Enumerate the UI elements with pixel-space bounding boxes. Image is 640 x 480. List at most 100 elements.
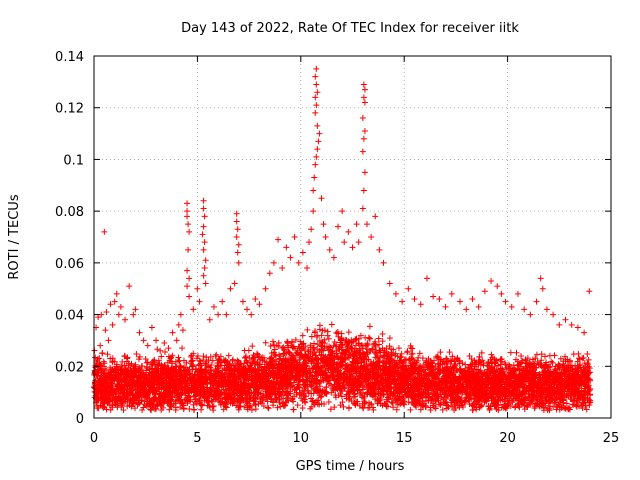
- data-point: [528, 369, 535, 376]
- data-point: [366, 323, 373, 330]
- data-point: [139, 363, 146, 370]
- data-point: [479, 357, 486, 364]
- data-point: [308, 372, 315, 379]
- data-point: [307, 405, 314, 412]
- data-point: [352, 376, 359, 383]
- data-point: [408, 399, 415, 406]
- data-point: [316, 337, 323, 344]
- data-point: [299, 404, 306, 411]
- data-point: [404, 348, 411, 355]
- data-point: [325, 335, 332, 342]
- data-point: [214, 384, 221, 391]
- data-point: [584, 361, 591, 368]
- data-points: [91, 65, 594, 414]
- data-point: [396, 389, 403, 396]
- data-point: [243, 391, 250, 398]
- data-point: [434, 391, 441, 398]
- data-point: [386, 335, 393, 342]
- data-point: [240, 380, 247, 387]
- data-point: [267, 379, 274, 386]
- data-point: [437, 401, 444, 408]
- data-point: [375, 335, 382, 342]
- data-point: [249, 367, 256, 374]
- data-point: [106, 391, 113, 398]
- data-point: [466, 352, 473, 359]
- grid-lines: [94, 56, 611, 418]
- data-point: [313, 397, 320, 404]
- data-point: [352, 336, 359, 343]
- data-point: [357, 332, 364, 339]
- data-point: [184, 393, 191, 400]
- data-point: [331, 404, 338, 411]
- data-point: [271, 387, 278, 394]
- data-point: [283, 390, 290, 397]
- data-point: [314, 341, 321, 348]
- data-point: [507, 365, 514, 372]
- data-point: [299, 397, 306, 404]
- data-point: [308, 378, 315, 385]
- data-point: [538, 401, 545, 408]
- data-point: [533, 351, 540, 358]
- data-point: [305, 388, 312, 395]
- data-point: [326, 343, 333, 350]
- data-point: [140, 404, 147, 411]
- data-point: [477, 361, 484, 368]
- data-point: [439, 406, 446, 413]
- data-point: [220, 357, 227, 364]
- data-point: [296, 391, 303, 398]
- data-point: [388, 390, 395, 397]
- data-point: [113, 387, 120, 394]
- data-point: [436, 369, 443, 376]
- data-point: [204, 402, 211, 409]
- data-point: [553, 393, 560, 400]
- data-point: [497, 397, 504, 404]
- data-point: [337, 402, 344, 409]
- data-point: [331, 339, 338, 346]
- data-point: [386, 343, 393, 350]
- data-point: [454, 402, 461, 409]
- data-point: [390, 404, 397, 411]
- data-point: [262, 339, 269, 346]
- data-point: [322, 390, 329, 397]
- data-point: [379, 338, 386, 345]
- data-point: [228, 382, 235, 389]
- data-point: [575, 350, 582, 357]
- data-point: [370, 406, 377, 413]
- data-point: [416, 350, 423, 357]
- data-point: [241, 403, 248, 410]
- data-point: [158, 361, 165, 368]
- data-point: [488, 385, 495, 392]
- data-point: [351, 384, 358, 391]
- data-point: [124, 403, 131, 410]
- data-point: [206, 387, 213, 394]
- data-point: [207, 353, 214, 360]
- data-point: [201, 368, 208, 375]
- data-point: [561, 370, 568, 377]
- data-point: [180, 402, 187, 409]
- data-point: [516, 367, 523, 374]
- data-point: [325, 374, 332, 381]
- data-point: [580, 400, 587, 407]
- data-point: [430, 396, 437, 403]
- data-point: [284, 339, 291, 346]
- data-point: [519, 399, 526, 406]
- data-point: [92, 354, 99, 361]
- data-point: [375, 398, 382, 405]
- data-point: [327, 406, 334, 413]
- data-point: [208, 362, 215, 369]
- data-point: [570, 381, 577, 388]
- data-point: [278, 383, 285, 390]
- data-point: [318, 393, 325, 400]
- data-point: [534, 396, 541, 403]
- data-point: [364, 365, 371, 372]
- data-point: [356, 347, 363, 354]
- data-point: [362, 353, 369, 360]
- data-point: [380, 391, 387, 398]
- data-point: [319, 387, 326, 394]
- data-point: [409, 345, 416, 352]
- data-point: [210, 407, 217, 414]
- data-point: [560, 404, 567, 411]
- data-point: [146, 369, 153, 376]
- data-point: [491, 380, 498, 387]
- data-point: [478, 349, 485, 356]
